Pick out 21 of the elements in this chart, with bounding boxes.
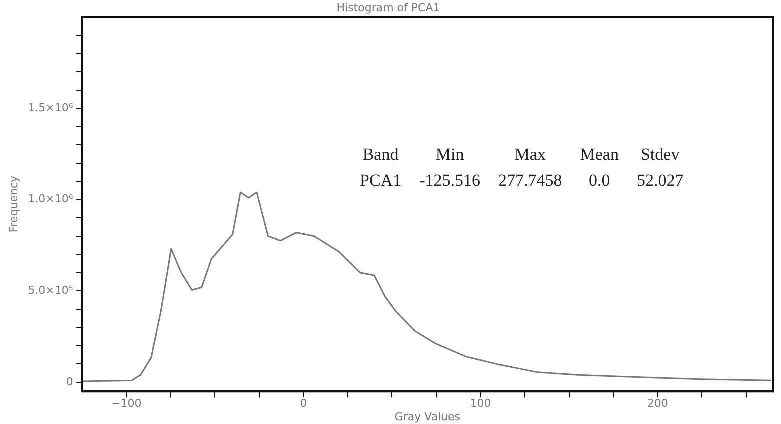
annotation: Band	[362, 145, 400, 165]
y-tick-label: 1.5×10⁶	[28, 101, 74, 114]
annotation: 52.027	[636, 171, 684, 191]
y-tick-label: 1.0×10⁶	[28, 192, 74, 206]
x-tick-label: 200	[647, 397, 668, 410]
y-axis-title: Frequency	[7, 176, 20, 233]
annotation: Max	[514, 145, 547, 165]
annotation: 277.7458	[498, 171, 562, 191]
annotation: Stdev	[640, 145, 681, 165]
annotation: -125.516	[420, 171, 480, 191]
annotation: Min	[434, 145, 466, 165]
annotation: 0.0	[588, 171, 612, 191]
x-axis-title: Gray Values	[394, 410, 461, 424]
x-tick-label: 0	[300, 397, 308, 410]
x-tick-label: 100	[470, 397, 492, 410]
annotation: PCA1	[360, 171, 402, 191]
y-tick-label: 5.0×10⁵	[28, 284, 74, 298]
y-tick-label: 0	[66, 375, 74, 388]
chart-title: Histogram of PCA1	[336, 1, 440, 14]
x-tick-label: −100	[111, 397, 142, 410]
annotation: Mean	[580, 145, 619, 165]
